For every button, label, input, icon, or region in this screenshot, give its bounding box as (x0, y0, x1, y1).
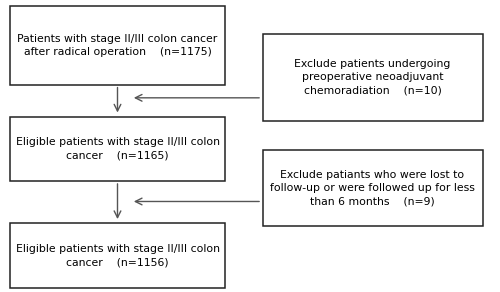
FancyBboxPatch shape (10, 117, 225, 181)
Text: Patients with stage II/III colon cancer
after radical operation    (n=1175): Patients with stage II/III colon cancer … (18, 34, 218, 57)
Text: Exclude patiants who were lost to
follow-up or were followed up for less
than 6 : Exclude patiants who were lost to follow… (270, 170, 475, 206)
FancyBboxPatch shape (262, 150, 482, 226)
Text: Eligible patients with stage II/III colon
cancer    (n=1156): Eligible patients with stage II/III colo… (16, 244, 220, 267)
FancyBboxPatch shape (10, 223, 225, 288)
Text: Exclude patients undergoing
preoperative neoadjuvant
chemoradiation    (n=10): Exclude patients undergoing preoperative… (294, 59, 450, 95)
FancyBboxPatch shape (10, 6, 225, 85)
Text: Eligible patients with stage II/III colon
cancer    (n=1165): Eligible patients with stage II/III colo… (16, 137, 220, 161)
FancyBboxPatch shape (262, 34, 482, 121)
